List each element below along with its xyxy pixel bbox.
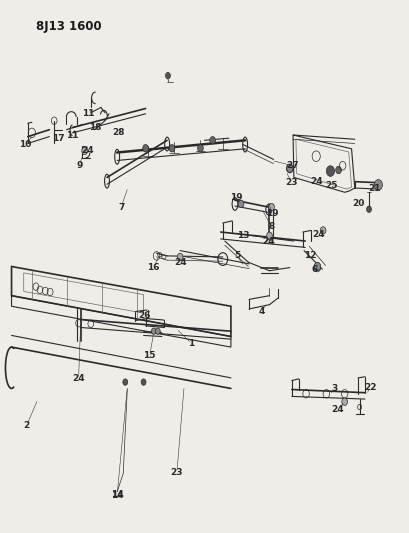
Circle shape (269, 204, 274, 211)
Text: 14: 14 (111, 491, 124, 500)
Text: 23: 23 (285, 178, 298, 187)
Circle shape (314, 262, 321, 271)
Text: 24: 24 (262, 237, 275, 246)
Circle shape (82, 147, 88, 155)
Text: 28: 28 (112, 128, 125, 138)
Circle shape (238, 200, 244, 208)
Circle shape (342, 398, 348, 406)
Text: 24: 24 (174, 258, 187, 266)
Text: 14: 14 (111, 490, 124, 499)
Circle shape (177, 253, 183, 261)
Text: 26: 26 (138, 311, 151, 320)
Text: 24: 24 (72, 374, 85, 383)
Circle shape (198, 144, 203, 152)
Circle shape (336, 166, 342, 174)
Text: 24: 24 (313, 230, 326, 239)
Text: 25: 25 (325, 181, 337, 190)
Circle shape (169, 144, 175, 152)
Text: 21: 21 (368, 183, 380, 192)
Text: 22: 22 (364, 383, 377, 392)
Text: 13: 13 (237, 231, 249, 240)
Text: 19: 19 (230, 193, 243, 202)
Circle shape (326, 166, 335, 176)
Text: 24: 24 (310, 177, 323, 186)
Text: 24: 24 (262, 237, 275, 246)
Circle shape (151, 328, 156, 334)
Circle shape (320, 227, 326, 234)
Text: 17: 17 (52, 134, 65, 143)
Text: 20: 20 (353, 199, 365, 208)
Circle shape (287, 164, 293, 173)
Text: 6: 6 (311, 265, 317, 273)
Text: 23: 23 (171, 468, 183, 477)
Text: 19: 19 (266, 209, 279, 218)
Text: 11: 11 (66, 131, 79, 140)
Text: 24: 24 (331, 405, 344, 414)
Circle shape (155, 328, 160, 334)
Circle shape (267, 232, 272, 239)
Text: 18: 18 (90, 123, 102, 132)
Text: 1: 1 (189, 339, 195, 348)
Text: 24: 24 (81, 147, 94, 156)
Text: 15: 15 (144, 351, 156, 360)
Circle shape (143, 144, 148, 152)
Text: 3: 3 (331, 384, 337, 393)
Text: 2: 2 (23, 421, 30, 430)
Circle shape (141, 379, 146, 385)
Circle shape (166, 72, 171, 79)
Text: 7: 7 (118, 203, 124, 212)
Text: 5: 5 (234, 252, 240, 261)
Circle shape (366, 206, 371, 213)
Text: 16: 16 (148, 263, 160, 272)
Text: 8J13 1600: 8J13 1600 (36, 20, 101, 33)
Text: 10: 10 (19, 140, 31, 149)
Circle shape (374, 180, 382, 190)
Text: 27: 27 (287, 161, 299, 170)
Text: 4: 4 (258, 307, 265, 316)
Text: 9: 9 (76, 161, 83, 170)
Circle shape (123, 379, 128, 385)
Text: 12: 12 (304, 252, 317, 261)
Text: 8: 8 (268, 222, 275, 231)
Circle shape (210, 136, 216, 144)
Text: 11: 11 (83, 109, 95, 118)
